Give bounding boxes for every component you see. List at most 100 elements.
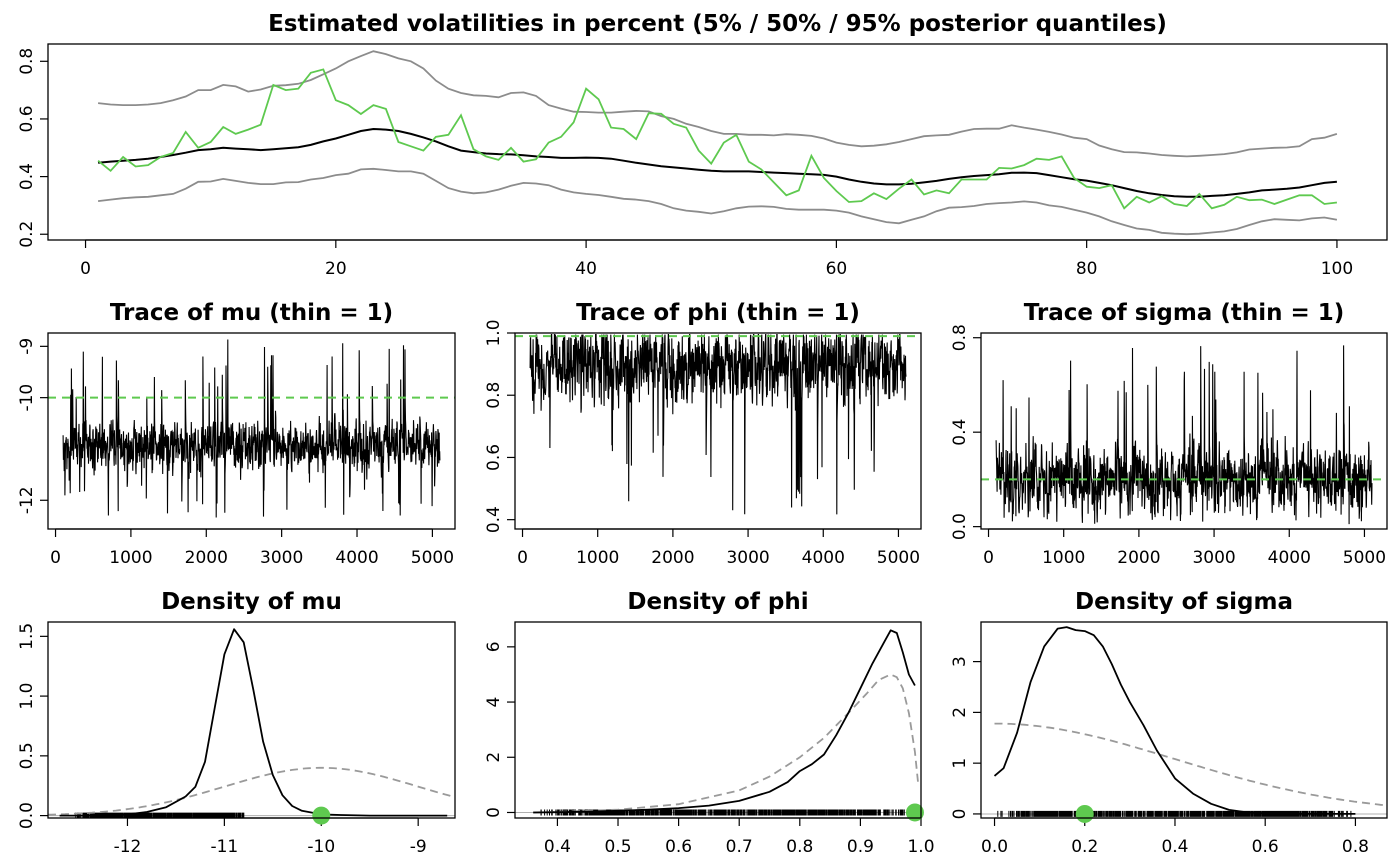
y-tick-label: 0 xyxy=(484,807,504,818)
plot-area xyxy=(48,339,455,518)
x-tick-label: 4000 xyxy=(1268,548,1311,568)
trace-line xyxy=(529,334,907,515)
x-tick-label: 1000 xyxy=(1042,548,1085,568)
chart-title: Density of mu xyxy=(161,589,342,615)
x-tick-label: 2000 xyxy=(185,548,228,568)
x-tick-label: 0.4 xyxy=(544,837,571,857)
y-tick-label: 0.8 xyxy=(950,324,970,351)
plot-frame xyxy=(980,621,1388,819)
y-tick-label: 2 xyxy=(950,707,970,718)
y-tick-label: 0.2 xyxy=(17,221,37,248)
y-tick-label: 3 xyxy=(950,656,970,667)
plot-frame xyxy=(47,332,456,530)
x-tick-label: 5000 xyxy=(1343,548,1386,568)
chart-title: Trace of sigma (thin = 1) xyxy=(1024,300,1345,326)
rug-marks xyxy=(540,809,917,816)
x-tick-label: -10 xyxy=(307,837,335,857)
y-tick-label: 0.0 xyxy=(17,802,37,829)
x-tick-label: 80 xyxy=(1076,259,1098,279)
chart-title: Density of sigma xyxy=(1075,589,1293,615)
y-tick-label: 0.4 xyxy=(950,419,970,446)
x-tick-label: 1000 xyxy=(109,548,152,568)
plot-frame xyxy=(47,621,456,819)
prior-density-line xyxy=(533,673,919,814)
x-tick-label: 0.8 xyxy=(1342,837,1369,857)
x-tick-label: 0.8 xyxy=(786,837,813,857)
plot-area xyxy=(48,628,455,818)
y-tick-label: 1 xyxy=(950,758,970,769)
y-tick-label: 0.8 xyxy=(17,48,37,75)
y-tick-label: -9 xyxy=(17,338,37,355)
posterior-density-line xyxy=(59,628,448,817)
x-tick-label: 2000 xyxy=(651,548,694,568)
x-tick-label: -9 xyxy=(410,837,427,857)
x-tick-label: 0.2 xyxy=(1071,837,1098,857)
trace-phi-panel: Trace of phi (thin = 1) 0 1000 2000 3000 4000… xyxy=(484,300,922,568)
y-tick-label: 1.0 xyxy=(17,683,37,710)
x-tick-label: 1.0 xyxy=(907,837,934,857)
chart-title: Density of phi xyxy=(627,589,808,615)
density-phi-panel: Density of phi 0.4 0.5 0.6 0.7 0.8 0.9 1.0 0 2 4 6 xyxy=(484,589,935,857)
chart-title: Trace of phi (thin = 1) xyxy=(576,300,860,326)
x-tick-label: 0.5 xyxy=(604,837,631,857)
density-mu-panel: Density of mu -12 -11 -10 -9 0.0 0.5 1.0 1.5 xyxy=(17,589,456,857)
x-tick-label: 100 xyxy=(1321,259,1353,279)
x-tick-label: 0.9 xyxy=(847,837,874,857)
plot-area xyxy=(981,345,1387,525)
prior-density-line xyxy=(994,722,1387,807)
y-tick-label: -10 xyxy=(17,384,37,412)
x-tick-label: 1000 xyxy=(576,548,619,568)
true-value-point xyxy=(1075,804,1094,823)
y-tick-label: 0.5 xyxy=(17,742,37,769)
y-tick-label: 0.6 xyxy=(484,444,504,471)
density-sigma-panel: Density of sigma 0.0 0.2 0.4 0.6 0.8 0 1 2 3 xyxy=(950,589,1388,857)
y-tick-label: 4 xyxy=(484,697,504,708)
trace-mu-panel: Trace of mu (thin = 1) 0 1000 2000 3000 4000 5… xyxy=(17,300,456,568)
true-value-point xyxy=(905,803,924,822)
x-tick-label: 2000 xyxy=(1117,548,1160,568)
posterior-density-line xyxy=(993,626,1356,815)
trace-sigma-panel: Trace of sigma (thin = 1) 0 1000 2000 3000 40… xyxy=(950,300,1388,568)
chart-title: Estimated volatilities in percent (5% / … xyxy=(268,11,1167,37)
trace-line xyxy=(62,339,441,518)
series-q50-line xyxy=(98,127,1337,198)
chart-title: Trace of mu (thin = 1) xyxy=(110,300,393,326)
x-tick-label: 40 xyxy=(575,259,597,279)
y-tick-label: 0.8 xyxy=(484,382,504,409)
plot-area xyxy=(97,50,1338,236)
series-q05-line xyxy=(97,167,1338,236)
posterior-density-line xyxy=(533,629,916,814)
x-tick-label: 3000 xyxy=(726,548,769,568)
prior-density-line xyxy=(48,766,455,816)
x-tick-label: 0 xyxy=(50,548,61,568)
y-tick-label: -12 xyxy=(17,486,37,514)
plot-area xyxy=(981,626,1387,817)
x-tick-label: 0.0 xyxy=(981,837,1008,857)
x-tick-label: 20 xyxy=(325,259,347,279)
true-value-point xyxy=(312,806,331,825)
x-tick-label: 0 xyxy=(80,259,91,279)
plot-frame xyxy=(514,332,922,530)
plot-frame xyxy=(514,621,922,819)
y-tick-label: 0.6 xyxy=(17,105,37,132)
x-tick-label: 5000 xyxy=(411,548,454,568)
x-tick-label: 4000 xyxy=(335,548,378,568)
x-tick-label: 0 xyxy=(983,548,994,568)
x-tick-label: -11 xyxy=(210,837,238,857)
x-tick-label: 3000 xyxy=(1192,548,1235,568)
series-q95-line xyxy=(97,50,1338,158)
plot-frame xyxy=(980,332,1388,530)
plot-area xyxy=(515,629,921,816)
y-tick-label: 0.4 xyxy=(484,506,504,533)
x-tick-label: 60 xyxy=(826,259,848,279)
y-tick-label: 2 xyxy=(484,752,504,763)
y-tick-label: 0.0 xyxy=(950,513,970,540)
y-tick-label: 0.4 xyxy=(17,163,37,190)
volatility-panel: Estimated volatilities in percent (5% / … xyxy=(17,11,1388,279)
x-tick-label: 0.6 xyxy=(665,837,692,857)
y-tick-label: 1.0 xyxy=(484,319,504,346)
x-tick-label: 4000 xyxy=(802,548,845,568)
x-tick-label: 0 xyxy=(517,548,528,568)
y-tick-label: 6 xyxy=(484,641,504,652)
